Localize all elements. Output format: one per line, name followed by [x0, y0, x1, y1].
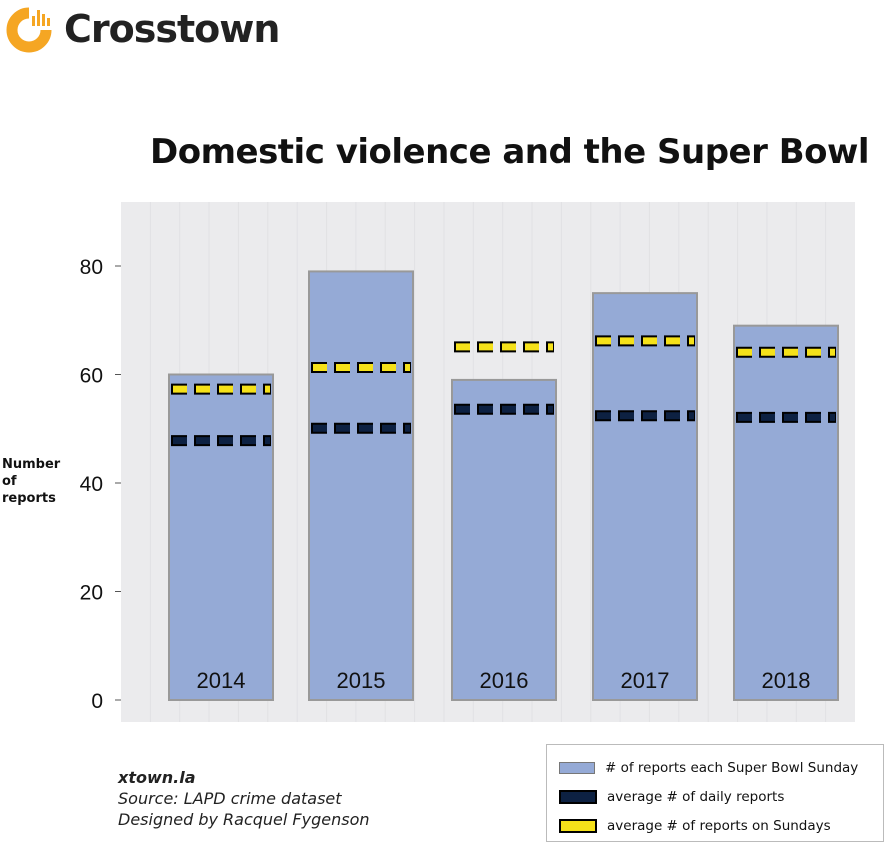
bar [451, 378, 557, 701]
source-dataset: Source: LAPD crime dataset [118, 789, 342, 808]
legend-item-super-bowl: # of reports each Super Bowl Sunday [547, 753, 883, 782]
legend-swatch [559, 789, 597, 804]
brand-name: Crosstown [64, 7, 280, 51]
source-credits: xtown.la Source: LAPD crime dataset Desi… [118, 767, 370, 830]
source-site: xtown.la [118, 768, 196, 787]
legend-swatch [559, 818, 597, 833]
x-tick-label: 2017 [621, 668, 670, 693]
bar [168, 373, 274, 701]
bar [308, 270, 414, 701]
bar [733, 324, 839, 701]
chart-title: Domestic violence and the Super Bowl [150, 132, 870, 172]
legend-swatch [559, 761, 595, 774]
legend-label: # of reports each Super Bowl Sunday [605, 759, 859, 776]
y-axis-label-line: of [2, 474, 17, 489]
y-tick-label: 80 [80, 256, 103, 279]
legend-item-sunday-average: average # of reports on Sundays [547, 811, 883, 840]
y-axis-label-line: Number [2, 457, 61, 472]
x-tick-label: 2016 [480, 668, 529, 693]
legend-label: average # of reports on Sundays [607, 817, 831, 834]
crosstown-logo-icon [6, 7, 52, 53]
y-tick-label: 0 [91, 690, 103, 713]
source-designer: Designed by Racquel Fygenson [118, 810, 370, 829]
crosstown-logo: Crosstown [6, 4, 280, 54]
y-tick-label: 20 [80, 582, 103, 605]
y-axis-label: Number of reports [2, 456, 60, 507]
legend-label: average # of daily reports [607, 788, 785, 805]
x-tick-label: 2018 [762, 668, 811, 693]
x-tick-label: 2015 [337, 668, 386, 693]
y-axis-label-line: reports [2, 491, 56, 506]
chart-legend: # of reports each Super Bowl Sunday aver… [546, 744, 884, 842]
x-tick-label: 2014 [197, 668, 246, 693]
legend-item-daily-average: average # of daily reports [547, 782, 883, 811]
bar [592, 292, 698, 701]
y-tick-label: 60 [80, 365, 103, 388]
y-tick-label: 40 [80, 473, 103, 496]
